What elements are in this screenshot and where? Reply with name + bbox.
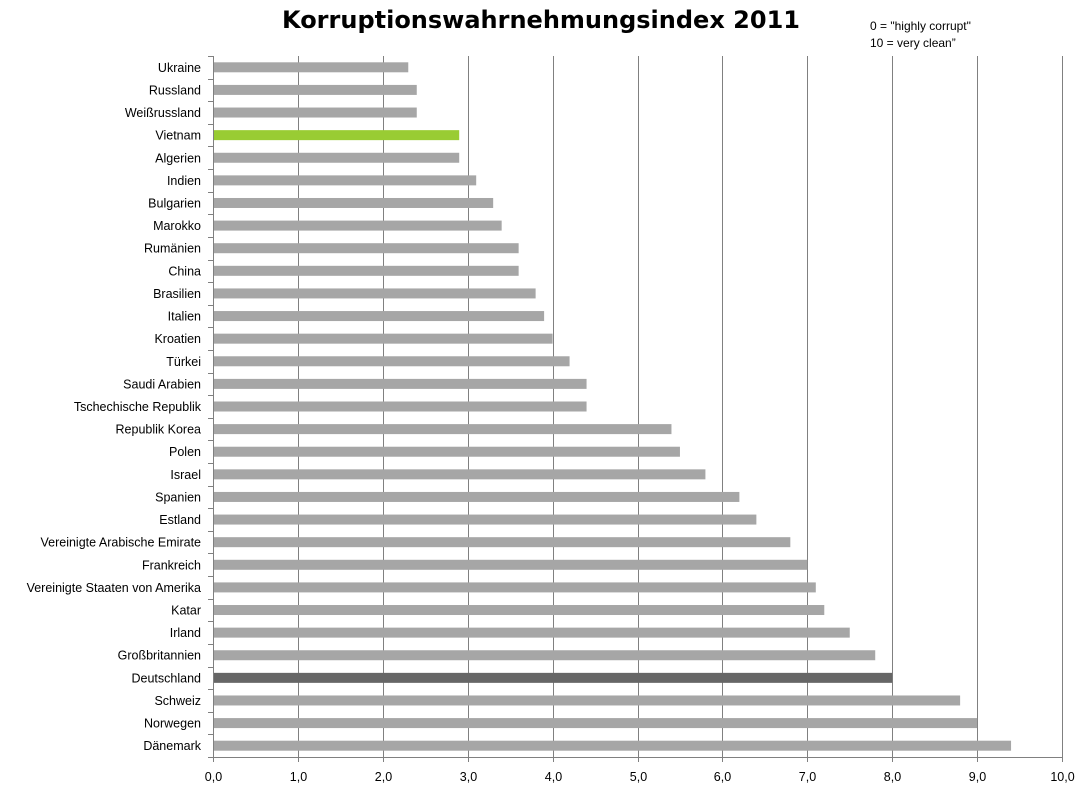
x-tick-label: 5,0 bbox=[630, 770, 647, 784]
category-label: Kroatien bbox=[154, 332, 201, 346]
bar-schweiz bbox=[214, 695, 961, 706]
category-label: Ukraine bbox=[158, 61, 201, 75]
bar-saudi-arabien bbox=[214, 378, 587, 389]
bar-china bbox=[214, 265, 519, 276]
x-tick-label: 8,0 bbox=[884, 770, 901, 784]
category-label: Deutschland bbox=[132, 671, 202, 685]
category-label: Dänemark bbox=[143, 739, 201, 753]
bar-russland bbox=[214, 84, 417, 95]
bar-polen bbox=[214, 446, 680, 457]
chart-title-text: Korruptionswahrnehmungsindex 2011 bbox=[282, 6, 800, 34]
category-label: Polen bbox=[169, 445, 201, 459]
category-label: Irland bbox=[170, 626, 201, 640]
category-label: Russland bbox=[149, 83, 201, 97]
bar-brasilien bbox=[214, 288, 536, 299]
bar-italien bbox=[214, 311, 545, 322]
bar-algerien bbox=[214, 152, 460, 163]
x-axis: 0,0 1,0 2,0 3,0 4,0 5,0 6,0 7,0 8,0 9,0 10,0 bbox=[205, 56, 1075, 784]
category-label: Brasilien bbox=[153, 287, 201, 301]
bar-estland bbox=[214, 514, 757, 525]
category-labels: Ukraine Russland Weißrussland Vietnam Algeri… bbox=[27, 61, 202, 753]
bars bbox=[214, 62, 1012, 751]
category-label: Norwegen bbox=[144, 717, 201, 731]
x-tick-label: 2,0 bbox=[375, 770, 392, 784]
bar-dänemark bbox=[214, 740, 1012, 751]
category-label: Frankreich bbox=[142, 558, 201, 572]
bar-tschechische-republik bbox=[214, 401, 587, 412]
category-label: Katar bbox=[171, 604, 201, 618]
bar-frankreich bbox=[214, 559, 808, 570]
bar-rumänien bbox=[214, 243, 519, 254]
category-label: Vereinigte Staaten von Amerika bbox=[27, 581, 201, 595]
category-label: Italien bbox=[168, 310, 201, 324]
category-label: Indien bbox=[167, 174, 201, 188]
x-tick-label: 4,0 bbox=[545, 770, 562, 784]
bar-spanien bbox=[214, 491, 740, 502]
category-label: Spanien bbox=[155, 490, 201, 504]
category-label: Weißrussland bbox=[125, 106, 201, 120]
bar-bulgarien bbox=[214, 197, 494, 208]
category-label: Vietnam bbox=[155, 129, 201, 143]
x-tick-label: 6,0 bbox=[714, 770, 731, 784]
category-label: Saudi Arabien bbox=[123, 377, 201, 391]
category-label: Algerien bbox=[155, 151, 201, 165]
category-label: China bbox=[168, 264, 201, 278]
category-label: Bulgarien bbox=[148, 196, 201, 210]
bar-katar bbox=[214, 605, 825, 616]
category-label: Estland bbox=[159, 513, 201, 527]
x-tick-label: 3,0 bbox=[460, 770, 477, 784]
category-label: Türkei bbox=[166, 355, 201, 369]
x-tick-label: 10,0 bbox=[1050, 770, 1074, 784]
bar-vereinigte-arabische-emirate bbox=[214, 537, 791, 548]
category-label: Tschechische Republik bbox=[74, 400, 202, 414]
scale-note-high: 10 = very clean” bbox=[870, 36, 956, 50]
x-tick-label: 0,0 bbox=[205, 770, 222, 784]
bar-irland bbox=[214, 627, 850, 638]
bar-ukraine bbox=[214, 62, 409, 73]
x-tick-label: 7,0 bbox=[799, 770, 816, 784]
bar-marokko bbox=[214, 220, 502, 231]
bar-kroatien bbox=[214, 333, 553, 344]
category-label: Israel bbox=[170, 468, 201, 482]
bar-indien bbox=[214, 175, 477, 186]
category-label: Rumänien bbox=[144, 242, 201, 256]
bar-norwegen bbox=[214, 718, 978, 729]
category-label: Großbritannien bbox=[118, 649, 201, 663]
bar-großbritannien bbox=[214, 650, 876, 661]
category-label: Republik Korea bbox=[116, 423, 202, 437]
category-label: Schweiz bbox=[154, 694, 201, 708]
category-label: Vereinigte Arabische Emirate bbox=[40, 536, 201, 550]
bar-türkei bbox=[214, 356, 570, 367]
bar-deutschland bbox=[214, 672, 893, 683]
bar-israel bbox=[214, 469, 706, 480]
bar-weißrussland bbox=[214, 107, 417, 118]
bar-republik-korea bbox=[214, 424, 672, 435]
chart-title: Korruptionswahrnehmungsindex 2011 bbox=[0, 6, 1090, 34]
category-label: Marokko bbox=[153, 219, 201, 233]
x-tick-label: 1,0 bbox=[290, 770, 307, 784]
x-tick-label: 9,0 bbox=[969, 770, 986, 784]
bar-vietnam bbox=[214, 130, 460, 141]
scale-note-low: 0 = "highly corrupt" bbox=[870, 19, 971, 33]
bar-vereinigte-staaten-von-amerika bbox=[214, 582, 816, 593]
